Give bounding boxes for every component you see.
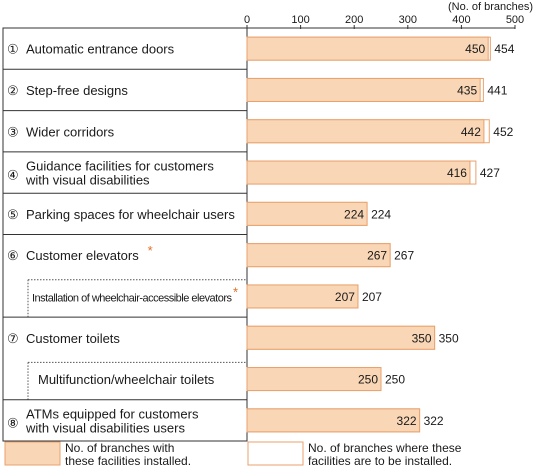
bar-value-planned: 250 xyxy=(385,373,405,387)
axis-unit-label: (No. of branches) xyxy=(448,1,533,13)
bar-value-planned: 224 xyxy=(371,207,391,221)
category-label: Parking spaces for wheelchair users xyxy=(26,207,235,222)
row-number: ⑥ xyxy=(7,248,19,263)
x-tick-label: 100 xyxy=(291,14,309,26)
bar-value-planned: 322 xyxy=(424,414,444,428)
row-number: ⑦ xyxy=(7,331,19,346)
bar-value-installed: 435 xyxy=(457,83,477,97)
bar-installed xyxy=(246,119,485,144)
legend-label: No. of branches with these facilities ins… xyxy=(65,441,191,468)
bar-value-installed: 350 xyxy=(412,331,432,345)
category-label: Customer elevators xyxy=(26,248,139,263)
legend-label-line: these facilities installed. xyxy=(65,454,191,468)
bar-value-installed: 267 xyxy=(367,249,387,263)
row-number: ② xyxy=(7,83,19,98)
row-number: ① xyxy=(7,42,19,57)
bar-value-planned: 427 xyxy=(480,166,500,180)
x-tick-label: 500 xyxy=(506,14,524,26)
asterisk-mark: * xyxy=(148,243,153,258)
bar-value-planned: 454 xyxy=(494,42,514,56)
category-label: Step-free designs xyxy=(26,83,128,98)
x-tick-label: 0 xyxy=(244,14,250,26)
x-tick-label: 400 xyxy=(452,14,470,26)
bar-value-installed: 224 xyxy=(344,207,364,221)
category-label-line: with visual disabilities xyxy=(25,173,150,188)
legend-swatch xyxy=(4,441,61,466)
bar-value-planned: 207 xyxy=(362,290,382,304)
bar-installed xyxy=(246,284,359,309)
category-label: Multifunction/wheelchair toilets xyxy=(38,372,215,387)
category-label-line: Guidance facilities for customers xyxy=(26,159,214,174)
bar-installed xyxy=(246,367,382,392)
bar-value-planned: 350 xyxy=(439,331,459,345)
bar-value-installed: 250 xyxy=(358,373,378,387)
x-tick-label: 300 xyxy=(399,14,417,26)
bar-value-installed: 322 xyxy=(397,414,417,428)
category-label: Automatic entrance doors xyxy=(26,42,175,57)
row-number: ④ xyxy=(7,168,19,183)
bar-value-installed: 416 xyxy=(447,166,467,180)
category-label-line: ATMs equipped for customers xyxy=(26,406,199,421)
x-tick-label: 200 xyxy=(345,14,363,26)
category-label: Wider corridors xyxy=(26,124,115,139)
row-number: ⑧ xyxy=(7,415,19,430)
row-number: ③ xyxy=(7,124,19,139)
bar-value-installed: 450 xyxy=(465,42,485,56)
bar-installed xyxy=(246,77,481,102)
legend-label-line: facilities are to be installed. xyxy=(308,454,452,468)
bar-value-planned: 267 xyxy=(394,249,414,263)
legend-swatch xyxy=(247,441,304,466)
bar-installed xyxy=(246,325,436,350)
bar-installed xyxy=(246,201,368,226)
bar-installed xyxy=(246,243,391,268)
category-label: ATMs equipped for customers with visual d… xyxy=(25,406,199,435)
legend-label: No. of branches where these facilities ar… xyxy=(308,441,462,468)
row-number: ⑤ xyxy=(7,207,19,222)
category-label-line: with visual disabilities users xyxy=(25,420,185,435)
bar-value-planned: 441 xyxy=(487,83,507,97)
category-label: Guidance facilities for customers with vi… xyxy=(25,159,214,188)
bar-installed xyxy=(246,36,489,61)
legend-label-line: No. of branches where these xyxy=(308,441,462,455)
bar-value-installed: 207 xyxy=(335,290,355,304)
bar-value-installed: 442 xyxy=(461,125,481,139)
category-label: Customer toilets xyxy=(26,331,120,346)
bar-installed xyxy=(246,160,471,185)
category-label: Installation of wheelchair-accessible el… xyxy=(32,292,233,304)
legend-label-line: No. of branches with xyxy=(65,441,174,455)
asterisk-mark: * xyxy=(233,284,238,299)
bar-value-planned: 452 xyxy=(493,125,513,139)
bar-installed xyxy=(246,408,421,433)
